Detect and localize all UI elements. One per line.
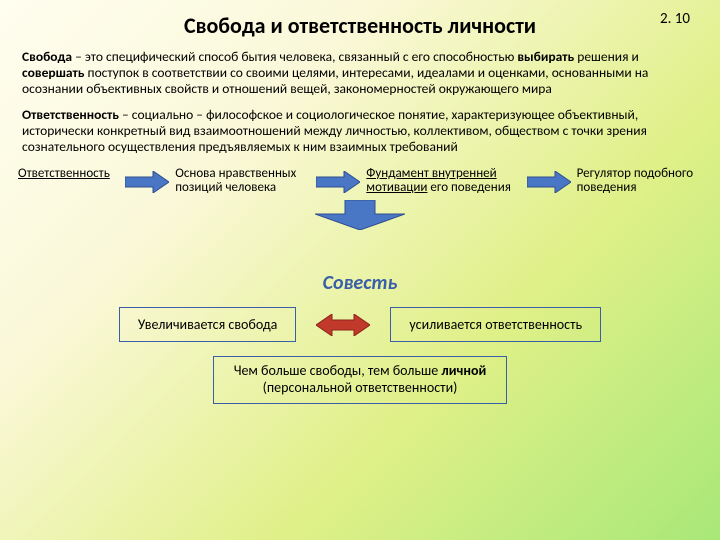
paragraph-responsibility: Ответственность – социально – философско… <box>0 97 720 155</box>
cell-foundation: Фундамент внутренней мотивации его повед… <box>366 167 520 197</box>
term-freedom: Свобода <box>22 48 72 65</box>
final-statement: Чем больше свободы, тем больше личной (п… <box>213 356 508 404</box>
text-underline: мотивации <box>366 180 427 195</box>
text: (персональной ответственности) <box>263 379 458 396</box>
text-bold: личной <box>441 362 486 379</box>
page-title: Свобода и ответственность личности <box>0 0 720 39</box>
text: – это специфический способ бытия человек… <box>72 48 517 65</box>
text-underline: Фундамент внутренней <box>366 166 496 181</box>
box-row: Увеличивается свобода усиливается ответс… <box>0 307 720 342</box>
text: его поведения <box>427 180 510 195</box>
arrow-right-icon <box>527 171 571 193</box>
conscience-label: Совесть <box>0 271 720 295</box>
concept-row: Ответственность Основа нравственных пози… <box>0 155 720 197</box>
cell-regulator: Регулятор подобного поведения <box>577 167 702 197</box>
text-bold: выбирать <box>517 48 574 65</box>
down-arrow-wrap <box>0 200 720 235</box>
arrow-down-icon <box>315 200 405 230</box>
page-number: 2. 10 <box>660 10 690 28</box>
arrow-right-icon <box>316 171 360 193</box>
arrow-right-icon <box>125 171 169 193</box>
box-responsibility-strengthens: усиливается ответственность <box>390 307 601 342</box>
text-bold: совершать <box>22 64 84 81</box>
double-arrow-icon <box>316 314 370 336</box>
paragraph-freedom: Свобода – это специфический способ бытия… <box>0 39 720 97</box>
text: решения и <box>574 48 639 65</box>
text-underline: Ответственность <box>18 166 110 181</box>
term-responsibility: Ответственность <box>22 106 119 123</box>
box-freedom-increases: Увеличивается свобода <box>119 307 297 342</box>
cell-basis: Основа нравственных позиций человека <box>175 167 310 197</box>
cell-responsibility: Ответственность <box>18 167 119 182</box>
text: Чем больше свободы, тем больше <box>234 362 442 379</box>
text: поступок в соответствии со своими целями… <box>22 64 648 97</box>
